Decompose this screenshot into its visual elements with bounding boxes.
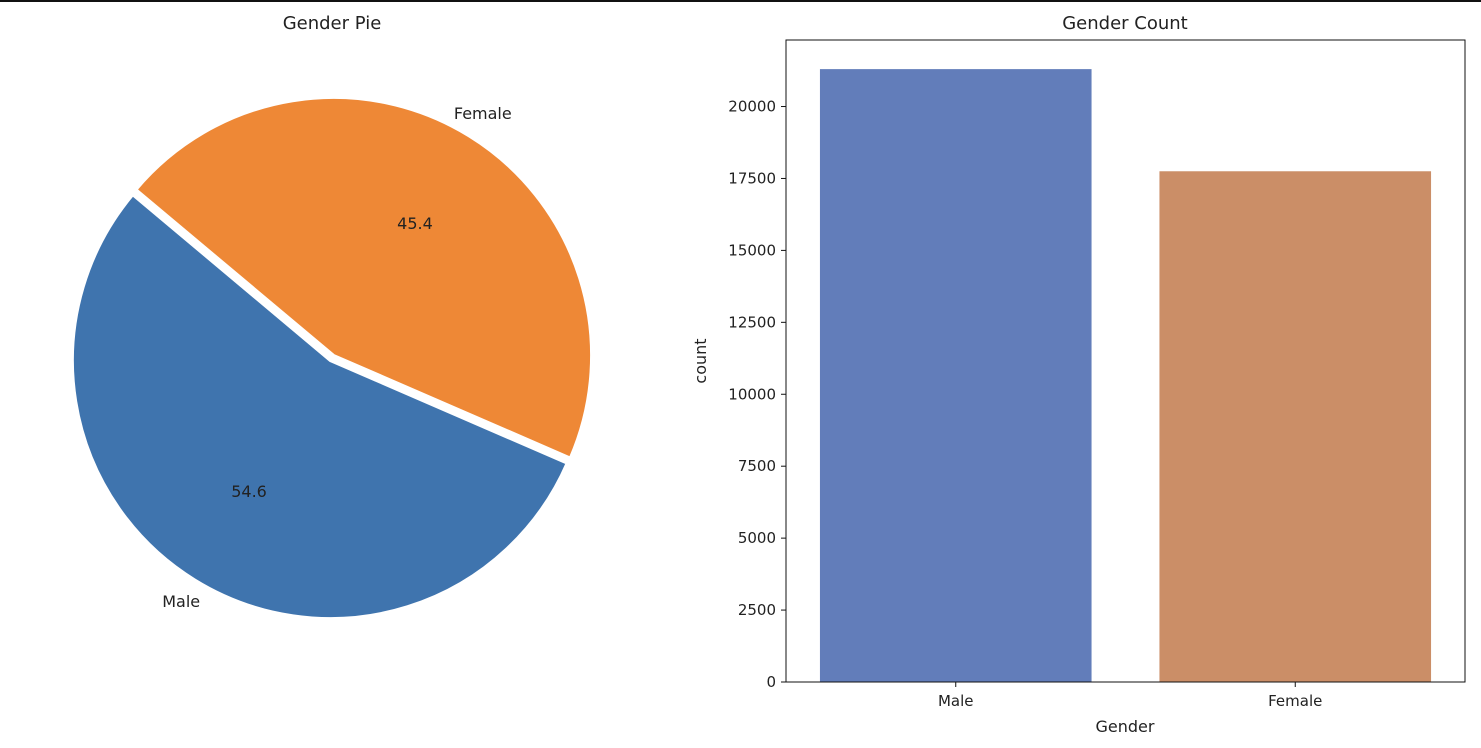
pie-label-male: Male: [162, 592, 200, 611]
bar-female: [1159, 171, 1432, 682]
bar-chart: Gender Count 0 2500 5000 7500 10000 12500 1500…: [691, 13, 1466, 736]
y-tick-label: 2500: [738, 601, 776, 619]
pie-pct-label-male: 54.6: [231, 482, 267, 501]
y-tick-label: 5000: [738, 529, 776, 547]
bar-title: Gender Count: [1062, 13, 1188, 34]
pie-title: Gender Pie: [283, 13, 382, 34]
pie-label-female: Female: [454, 104, 512, 123]
y-axis-label: count: [691, 338, 710, 383]
y-tick-label: 10000: [728, 385, 776, 403]
x-tick-label: Male: [938, 692, 974, 710]
y-tick-label: 12500: [728, 313, 776, 331]
y-tick-label: 0: [766, 673, 776, 691]
pie-chart: Gender Pie 54.6 Male 45.4 Female: [70, 13, 594, 621]
pie-pct-label-female: 45.4: [397, 214, 433, 233]
y-tick-label: 15000: [728, 241, 776, 259]
y-tick-label: 20000: [728, 98, 776, 116]
x-axis-label: Gender: [1096, 717, 1155, 736]
top-border-line: [0, 0, 1481, 2]
pie-slice-female: [133, 95, 594, 461]
bar-male: [819, 69, 1092, 683]
plot-frame: [785, 39, 1466, 683]
pie-slice-male: [70, 192, 570, 621]
y-tick-label: 17500: [728, 169, 776, 187]
y-tick-label: 7500: [738, 457, 776, 475]
x-tick-label: Female: [1268, 692, 1322, 710]
